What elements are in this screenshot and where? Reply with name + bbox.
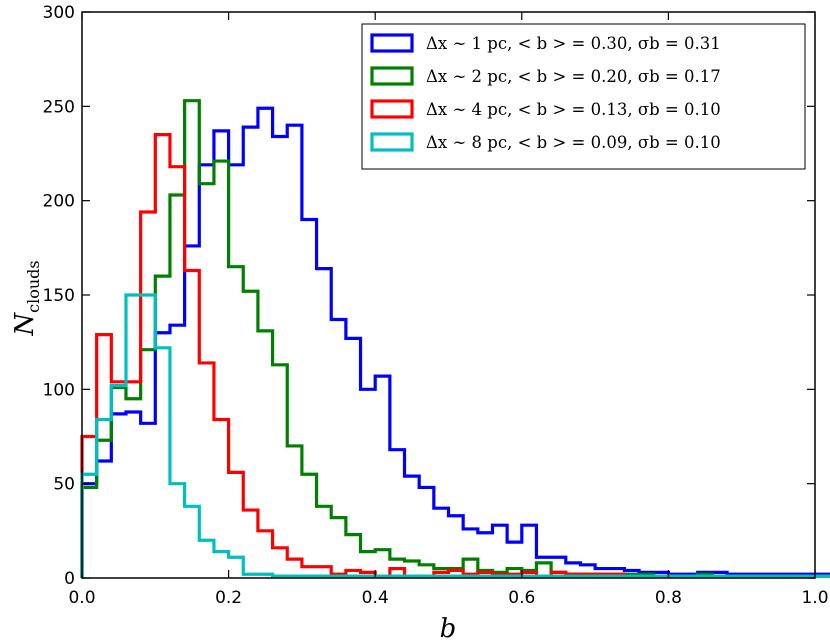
legend: Δx ∼ 1 pc, < b > = 0.30, σb = 0.31 Δx ∼ 2… (361, 23, 806, 170)
histogram-series-dx4 (80, 133, 830, 578)
legend-box (361, 23, 806, 170)
legend-label-dx2: Δx ∼ 2 pc, < b > = 0.20, σb = 0.17 (426, 67, 721, 86)
legend-swatch-dx2 (370, 66, 414, 86)
y-axis-label-sub: clouds (24, 260, 43, 312)
y-axis-label: Nclouds (10, 260, 43, 336)
legend-swatch-dx4 (370, 99, 414, 119)
y-axis-label-main: N (10, 312, 40, 337)
x-tick-label: 0.0 (68, 588, 95, 608)
x-tick-label: 0.4 (362, 588, 389, 608)
histogram-series-dx8 (80, 293, 830, 578)
legend-label-dx4: Δx ∼ 4 pc, < b > = 0.13, σb = 0.10 (426, 100, 721, 119)
x-tick-label: 1.0 (801, 588, 828, 608)
x-tick-label: 0.8 (655, 588, 682, 608)
histogram-series-dx1 (80, 106, 830, 578)
y-tick-label: 250 (43, 97, 75, 117)
y-tick-label: 50 (53, 475, 75, 495)
y-tick-label: 0 (64, 569, 75, 589)
legend-label-dx1: Δx ∼ 1 pc, < b > = 0.30, σb = 0.31 (426, 34, 721, 53)
svg-text:Nclouds: Nclouds (10, 260, 43, 336)
x-axis-label: b (440, 614, 457, 641)
legend-swatch-dx8 (370, 132, 414, 152)
legend-label-dx8: Δx ∼ 8 pc, < b > = 0.09, σb = 0.10 (426, 133, 721, 152)
ticks-layer: 0.0 0.2 0.4 0.6 0.8 1.0 0 50 100 150 200 250 300 (43, 3, 829, 608)
x-tick-label: 0.2 (215, 588, 242, 608)
y-tick-label: 200 (43, 192, 75, 212)
y-tick-label: 300 (43, 3, 75, 23)
series-layer (80, 99, 830, 578)
y-tick-label: 150 (43, 286, 75, 306)
legend-swatch-dx1 (370, 33, 414, 53)
y-tick-label: 100 (43, 380, 75, 400)
x-tick-label: 0.6 (508, 588, 535, 608)
